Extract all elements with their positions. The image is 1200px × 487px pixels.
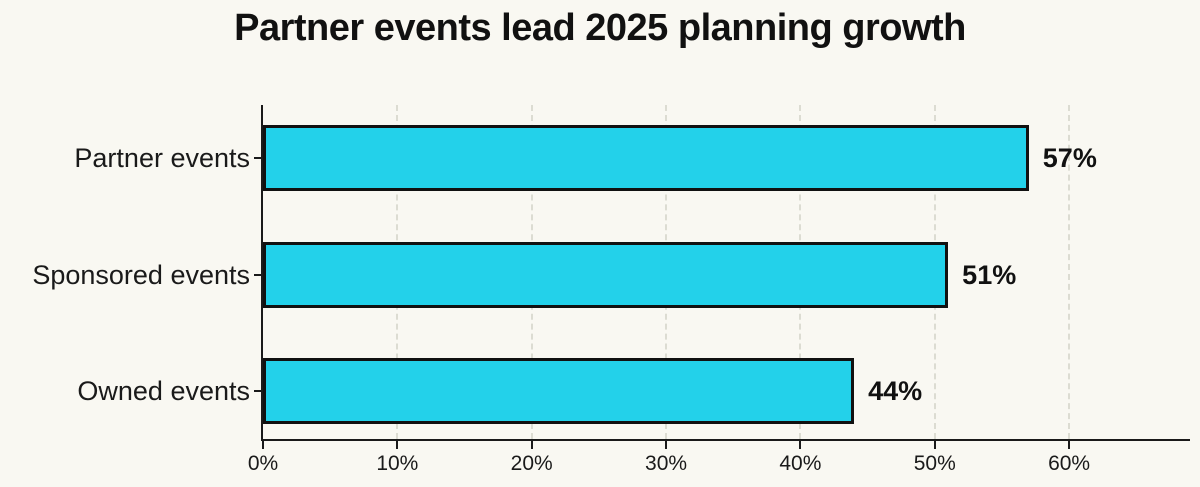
bar bbox=[263, 358, 855, 425]
x-tick-label: 10% bbox=[376, 452, 419, 475]
x-tick-label: 40% bbox=[779, 452, 822, 475]
gridline bbox=[1068, 105, 1071, 439]
y-tick-mark bbox=[254, 390, 263, 393]
x-tick-label: 60% bbox=[1048, 452, 1091, 475]
x-tick-mark bbox=[799, 441, 802, 449]
bar bbox=[263, 241, 949, 308]
y-tick-mark bbox=[254, 157, 263, 160]
x-tick-label: 20% bbox=[510, 452, 553, 475]
bar bbox=[263, 125, 1029, 192]
y-axis-line bbox=[261, 105, 263, 441]
category-label: Sponsored events bbox=[32, 259, 250, 290]
bar-value-label: 51% bbox=[962, 259, 1017, 290]
chart-title: Partner events lead 2025 planning growth bbox=[234, 7, 966, 49]
x-tick-label: 0% bbox=[247, 452, 279, 475]
category-label: Partner events bbox=[74, 143, 250, 174]
bar-value-label: 57% bbox=[1042, 143, 1097, 174]
category-label: Owned events bbox=[77, 376, 250, 407]
y-tick-mark bbox=[254, 273, 263, 276]
x-tick-mark bbox=[665, 441, 668, 449]
x-tick-mark bbox=[1068, 441, 1071, 449]
x-tick-mark bbox=[933, 441, 936, 449]
x-tick-mark bbox=[262, 441, 264, 449]
x-tick-mark bbox=[530, 441, 533, 449]
x-tick-label: 30% bbox=[645, 452, 688, 475]
x-axis-line bbox=[261, 439, 1190, 441]
x-tick-mark bbox=[396, 441, 399, 449]
bar-value-label: 44% bbox=[868, 376, 923, 407]
x-tick-label: 50% bbox=[913, 452, 956, 475]
